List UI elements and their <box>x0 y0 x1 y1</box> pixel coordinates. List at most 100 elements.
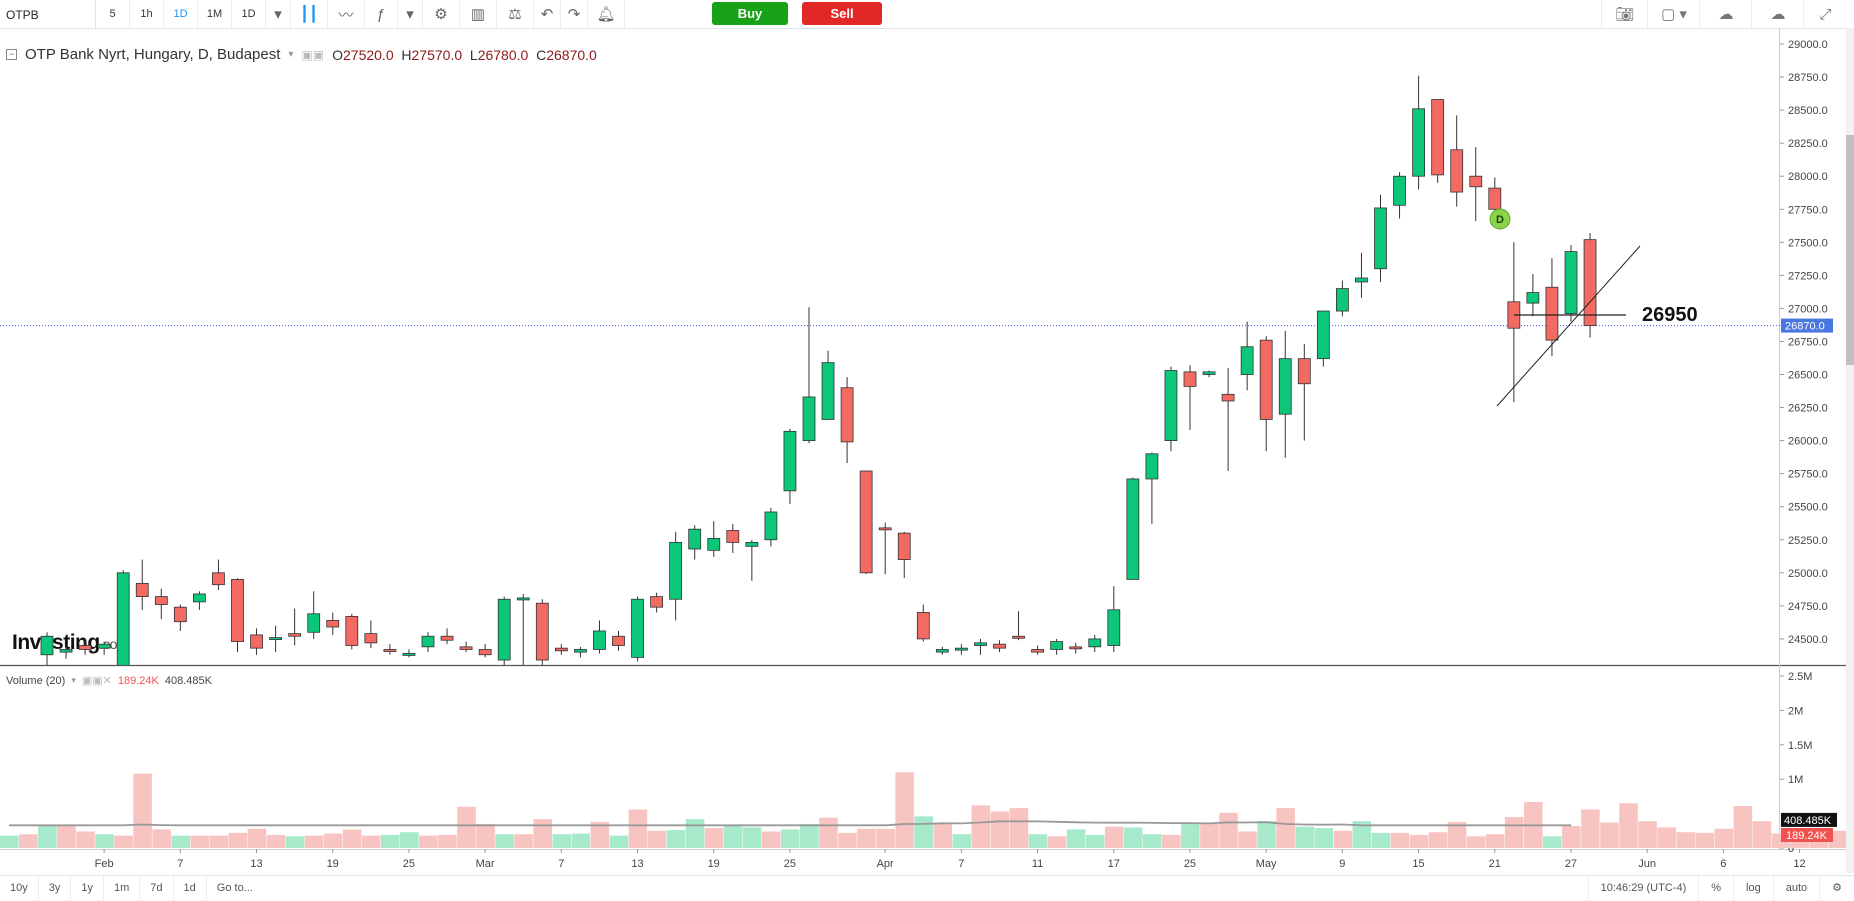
price-tick-label: 28500.0 <box>1788 105 1828 117</box>
time-tick-label: 7 <box>958 858 964 870</box>
cloud-download-icon[interactable]: ☁ <box>1699 0 1752 28</box>
time-tick-label: 25 <box>403 858 415 870</box>
interval-1h[interactable]: 1h <box>130 0 164 28</box>
volume-bar <box>114 835 133 848</box>
sell-button[interactable]: Sell <box>802 2 882 25</box>
volume-bar <box>609 835 629 848</box>
square-icon[interactable]: ▢ ▾ <box>1647 0 1700 28</box>
volume-bar <box>38 825 57 848</box>
volume-bar <box>323 833 343 848</box>
redo-icon[interactable]: ↷ <box>561 0 588 28</box>
candle-body <box>1374 207 1387 270</box>
candle-body <box>574 649 587 653</box>
candle-body <box>821 362 835 420</box>
volume-bar <box>1828 830 1848 848</box>
scrollbar-thumb[interactable] <box>1846 135 1854 365</box>
volume-title: Volume (20) <box>6 674 66 687</box>
time-tick-label: 21 <box>1489 858 1501 870</box>
volume-bar <box>1295 826 1314 848</box>
candle-body <box>535 602 549 661</box>
candle-body <box>478 649 492 656</box>
time-tick-label: 17 <box>1108 858 1120 870</box>
candle-body <box>897 532 911 560</box>
candles-icon[interactable]: ┃┃ <box>291 0 328 28</box>
time-tick-label: 6 <box>1720 858 1726 870</box>
volume-badge-label: 189.24K <box>1786 830 1828 842</box>
symbol-input[interactable]: OTPB <box>0 0 96 28</box>
candle-body <box>250 634 263 649</box>
scrollbar[interactable] <box>1846 28 1854 873</box>
candle-body <box>1412 108 1425 177</box>
volume-bar <box>1409 834 1429 848</box>
gear-icon[interactable]: ⚙ <box>1819 876 1854 901</box>
volume-bar <box>895 772 914 848</box>
volume-bar <box>1085 834 1105 848</box>
indicator-icon[interactable]: ƒ <box>365 0 398 28</box>
range-10y[interactable]: 10y <box>0 876 39 901</box>
gear-icon[interactable]: ⚙ <box>423 0 460 28</box>
price-tick-label: 25750.0 <box>1788 469 1828 481</box>
candle-body <box>1545 286 1559 341</box>
cloud-upload-icon[interactable]: ☁ <box>1751 0 1804 28</box>
last-price-label: 26870.0 <box>1785 321 1825 333</box>
candle-body <box>364 633 378 644</box>
range-1y[interactable]: 1y <box>71 876 104 901</box>
goto-button[interactable]: Go to... <box>216 882 253 894</box>
log-toggle[interactable]: log <box>1733 876 1773 901</box>
interval-1d-custom[interactable]: 1D <box>232 0 266 28</box>
balance-icon[interactable]: ⚖ <box>497 0 534 28</box>
time-tick-label: 7 <box>558 858 564 870</box>
chevron-down-icon[interactable]: ▾ <box>398 0 423 28</box>
price-tick-label: 28000.0 <box>1788 171 1828 183</box>
range-1d[interactable]: 1d <box>174 876 207 901</box>
volume-bar <box>76 831 95 848</box>
candle-body <box>726 530 740 543</box>
alert-bell-icon[interactable]: 🔔︎ <box>588 0 625 28</box>
chevron-down-icon[interactable]: ▾ <box>266 0 291 28</box>
volume-bar <box>1333 830 1353 848</box>
undo-icon[interactable]: ↶ <box>534 0 561 28</box>
candle-body <box>669 541 683 600</box>
buy-button[interactable]: Buy <box>712 2 788 25</box>
percent-toggle[interactable]: % <box>1698 876 1733 901</box>
candle-body <box>516 597 530 601</box>
collapse-icon[interactable]: − <box>6 49 17 60</box>
chevron-down-icon[interactable]: ▾ <box>71 675 76 685</box>
candle-body <box>1278 358 1292 415</box>
volume-bar <box>1123 827 1143 848</box>
price-tick-label: 24750.0 <box>1788 601 1828 613</box>
settings-box-icon[interactable]: ▣▣ <box>301 47 325 62</box>
volume-tick-label: 2M <box>1788 705 1803 717</box>
volume-bar <box>1219 812 1238 848</box>
candle-body <box>345 616 359 646</box>
time-tick-label: Feb <box>95 858 114 870</box>
settings-box-icon[interactable]: ▣▣✕ <box>81 675 112 687</box>
camera-icon[interactable]: 📷︎ <box>1601 0 1648 28</box>
line-chart-icon[interactable]: 〰 <box>328 0 365 28</box>
volume-bar <box>19 834 38 848</box>
volume-bar <box>1428 832 1448 848</box>
range-3y[interactable]: 3y <box>39 876 72 901</box>
volume-bar <box>1257 821 1276 848</box>
volume-bar <box>1276 808 1295 848</box>
fullscreen-icon[interactable]: ⤢ <box>1803 0 1847 28</box>
candle-body <box>116 572 130 665</box>
candle-body <box>745 541 759 547</box>
candle-body <box>764 511 778 541</box>
chevron-down-icon[interactable]: ▾ <box>288 49 294 60</box>
volume-bar <box>1543 836 1562 848</box>
candle-body <box>688 528 702 550</box>
interval-1m[interactable]: 1M <box>198 0 232 28</box>
price-tick-label: 26000.0 <box>1788 436 1828 448</box>
volume-bar <box>514 834 533 848</box>
interval-1d[interactable]: 1D <box>164 0 198 28</box>
candle-body <box>192 593 206 603</box>
range-7d[interactable]: 7d <box>140 876 174 901</box>
bar-chart-icon[interactable]: ▥ <box>460 0 497 28</box>
interval-5[interactable]: 5 <box>96 0 130 28</box>
auto-toggle[interactable]: auto <box>1772 876 1819 901</box>
volume-bar <box>533 819 552 848</box>
volume-bar <box>342 829 362 848</box>
price-chart[interactable]: 29000.028750.028500.028250.028000.027750… <box>0 0 1854 873</box>
range-1m[interactable]: 1m <box>104 876 141 901</box>
